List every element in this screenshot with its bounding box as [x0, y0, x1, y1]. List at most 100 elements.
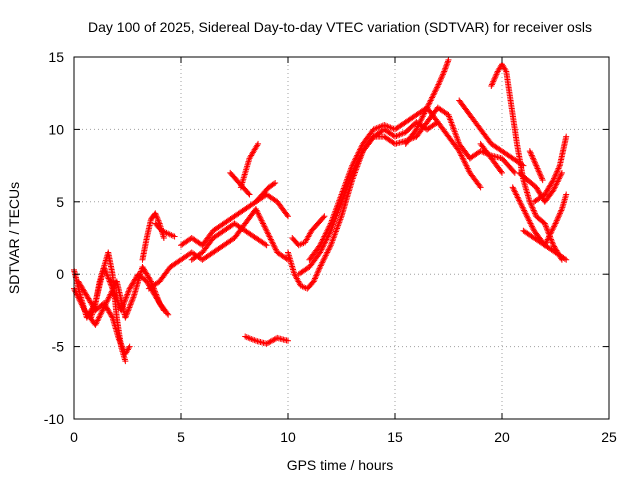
data-point	[254, 142, 261, 149]
data-point	[152, 210, 159, 217]
data-point	[126, 303, 133, 310]
data-point	[72, 288, 79, 295]
data-point	[548, 229, 555, 236]
data-point	[317, 240, 324, 247]
data-point	[317, 242, 324, 249]
data-point	[459, 155, 466, 162]
data-point	[552, 172, 559, 179]
data-point	[563, 133, 570, 140]
data-point	[246, 191, 253, 198]
data-point	[417, 117, 424, 124]
data-point	[128, 298, 135, 305]
data-point	[122, 358, 129, 365]
data-point	[553, 169, 560, 176]
data-point	[270, 337, 277, 344]
data-point	[317, 249, 324, 256]
data-point	[554, 216, 561, 223]
data-point	[444, 59, 451, 66]
y-tick-label: 5	[56, 194, 64, 210]
data-point	[424, 103, 431, 110]
data-point	[528, 223, 535, 230]
data-point	[433, 85, 440, 92]
data-point	[122, 313, 129, 320]
data-point	[530, 156, 537, 163]
data-point	[561, 255, 568, 262]
data-point	[317, 263, 324, 270]
grid-lines	[74, 57, 609, 419]
data-point	[549, 178, 556, 185]
data-point	[122, 314, 129, 321]
data-point	[71, 287, 78, 294]
data-point	[171, 233, 178, 240]
data-point	[414, 123, 421, 130]
data-point	[489, 80, 496, 87]
data-point	[351, 158, 358, 165]
data-point	[556, 174, 563, 181]
data-point	[260, 220, 267, 227]
data-point	[257, 216, 264, 223]
data-point	[444, 58, 451, 65]
data-point	[488, 82, 495, 89]
data-point	[543, 224, 550, 231]
data-point	[413, 126, 420, 133]
data-point	[316, 265, 323, 272]
data-point	[476, 183, 483, 190]
data-point	[418, 116, 425, 123]
data-point	[548, 227, 555, 234]
data-point	[427, 97, 434, 104]
data-point	[93, 320, 100, 327]
data-point	[459, 153, 466, 160]
data-point	[129, 297, 136, 304]
x-axis-label: GPS time / hours	[287, 457, 394, 473]
data-point	[313, 271, 320, 278]
data-point	[518, 201, 525, 208]
y-axis-label: SDTVAR / TECUs	[6, 182, 22, 294]
data-point	[106, 278, 113, 285]
data-point	[352, 155, 359, 162]
data-point	[544, 226, 551, 233]
data-point	[516, 198, 523, 205]
data-point	[491, 75, 498, 82]
data-point	[354, 152, 361, 159]
data-point	[509, 184, 516, 191]
data-point	[126, 287, 133, 294]
data-point	[558, 171, 565, 178]
data-point	[152, 288, 159, 295]
data-point	[530, 155, 537, 162]
data-point	[421, 110, 428, 117]
data-point	[152, 290, 159, 297]
data-point	[527, 200, 534, 207]
data-point	[531, 208, 538, 215]
data-point	[442, 64, 449, 71]
data-point	[155, 297, 162, 304]
y-tick-label: 0	[56, 266, 64, 282]
data-point	[438, 75, 445, 82]
axis-ticks: 0 5 10 15 20 25 -10 -5 0 5 10 15	[44, 49, 617, 445]
data-point	[284, 211, 291, 218]
data-point	[153, 292, 160, 299]
data-point	[544, 236, 551, 243]
data-point	[547, 230, 554, 237]
data-point	[311, 275, 318, 282]
data-point	[75, 294, 82, 301]
data-point	[549, 226, 556, 233]
data-point	[349, 161, 356, 168]
data-point	[272, 246, 279, 253]
data-point	[315, 266, 322, 273]
data-point	[552, 171, 559, 178]
data-point	[124, 310, 131, 317]
data-point	[526, 219, 533, 226]
data-point	[535, 168, 542, 175]
data-point	[431, 90, 438, 97]
data-point	[521, 207, 528, 214]
plot-border	[73, 56, 610, 420]
data-point	[313, 272, 320, 279]
data-point	[541, 242, 548, 249]
data-point	[555, 214, 562, 221]
data-point	[553, 219, 560, 226]
data-point	[490, 77, 497, 84]
data-point	[464, 165, 471, 172]
data-point	[147, 277, 154, 284]
data-point	[556, 164, 563, 171]
data-point	[164, 310, 171, 317]
